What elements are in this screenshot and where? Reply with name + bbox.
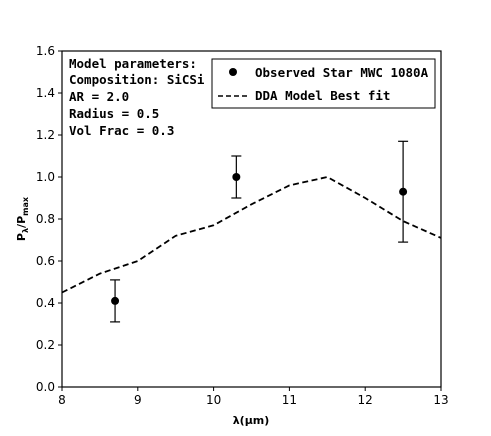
y-tick-label: 0.4 (36, 296, 55, 310)
x-tick-label: 12 (358, 393, 373, 407)
y-tick-label: 0.2 (36, 338, 55, 352)
observed-point (232, 173, 241, 181)
legend: Observed Star MWC 1080A DDA Model Best f… (211, 58, 436, 109)
y-tick-label: 0.8 (36, 212, 55, 226)
y-axis-label: Pλ/Pmax (15, 196, 30, 241)
observed-point (399, 187, 408, 196)
legend-marker-observed (229, 68, 237, 76)
y-tick-label: 1.4 (36, 86, 55, 100)
model-curve (61, 176, 442, 294)
annotation-line: AR = 2.0 (69, 89, 129, 104)
y-tick-label: 1.0 (36, 170, 55, 184)
annotation-line: Vol Frac = 0.3 (69, 123, 174, 138)
model-parameters-annotation: Model parameters: Composition: SiCSi AR … (69, 56, 205, 138)
y-tick-label: 1.6 (36, 44, 55, 58)
x-tick-label: 13 (433, 393, 448, 407)
annotation-line: Radius = 0.5 (69, 106, 159, 121)
legend-label-observed: Observed Star MWC 1080A (255, 65, 429, 80)
y-tick-label: 1.2 (36, 128, 55, 142)
observed-point (111, 296, 120, 305)
legend-box (211, 58, 436, 109)
x-tick-label: 8 (58, 393, 66, 407)
x-axis-label: λ(μm) (233, 414, 270, 427)
x-tick-label: 10 (206, 393, 221, 407)
annotation-line: Composition: SiCSi (69, 72, 205, 87)
x-tick-label: 11 (282, 393, 297, 407)
y-axis-label-p: P (15, 233, 28, 241)
y-tick-label: 0.0 (36, 380, 55, 394)
y-axis-label-sep: /P (15, 216, 28, 228)
x-tick-label: 9 (134, 393, 142, 407)
annotation-line: Model parameters: (69, 56, 197, 71)
y-axis-label-sub-max: max (21, 196, 30, 216)
legend-label-model: DDA Model Best fit (255, 88, 390, 103)
y-axis-label-sub-lambda: λ (21, 228, 30, 233)
y-tick-label: 0.6 (36, 254, 55, 268)
